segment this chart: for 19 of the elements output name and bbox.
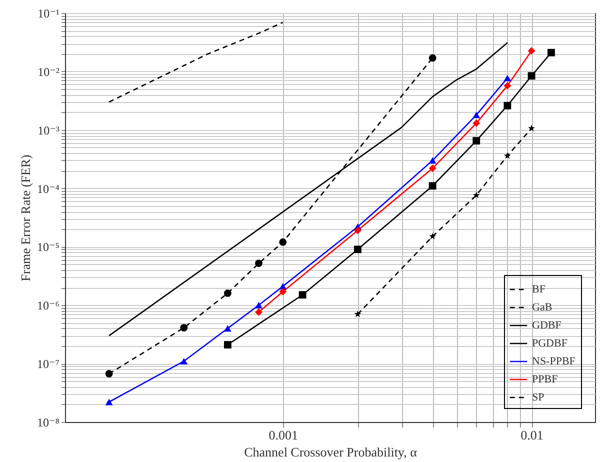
y-tick-label: 10⁻⁴ (36, 182, 60, 196)
y-tick-label: 10⁻⁵ (36, 240, 60, 254)
y-tick-label: 10⁻¹ (38, 6, 60, 20)
y-tick-label: 10⁻² (38, 64, 60, 79)
legend-label: PGDBF (532, 338, 568, 350)
legend-label: SP (532, 392, 544, 404)
y-tick-label: 10⁻⁷ (36, 357, 60, 372)
legend-label: NS-PPBF (532, 356, 576, 368)
y-axis-title: Frame Error Rate (FER) (18, 154, 33, 282)
legend-label: BF (532, 284, 546, 296)
legend-label: GaB (532, 302, 552, 314)
x-axis-title: Channel Crossover Probability, α (244, 444, 418, 460)
y-tick-label: 10⁻³ (38, 123, 60, 138)
y-tick-label: 10⁻⁶ (36, 298, 60, 313)
x-tick-label: 0.001 (268, 428, 298, 442)
y-tick-label: 10⁻⁸ (36, 416, 60, 430)
legend-label: GDBF (532, 320, 562, 332)
x-tick-label: 0.01 (520, 428, 544, 442)
legend-label: PPBF (532, 374, 558, 386)
